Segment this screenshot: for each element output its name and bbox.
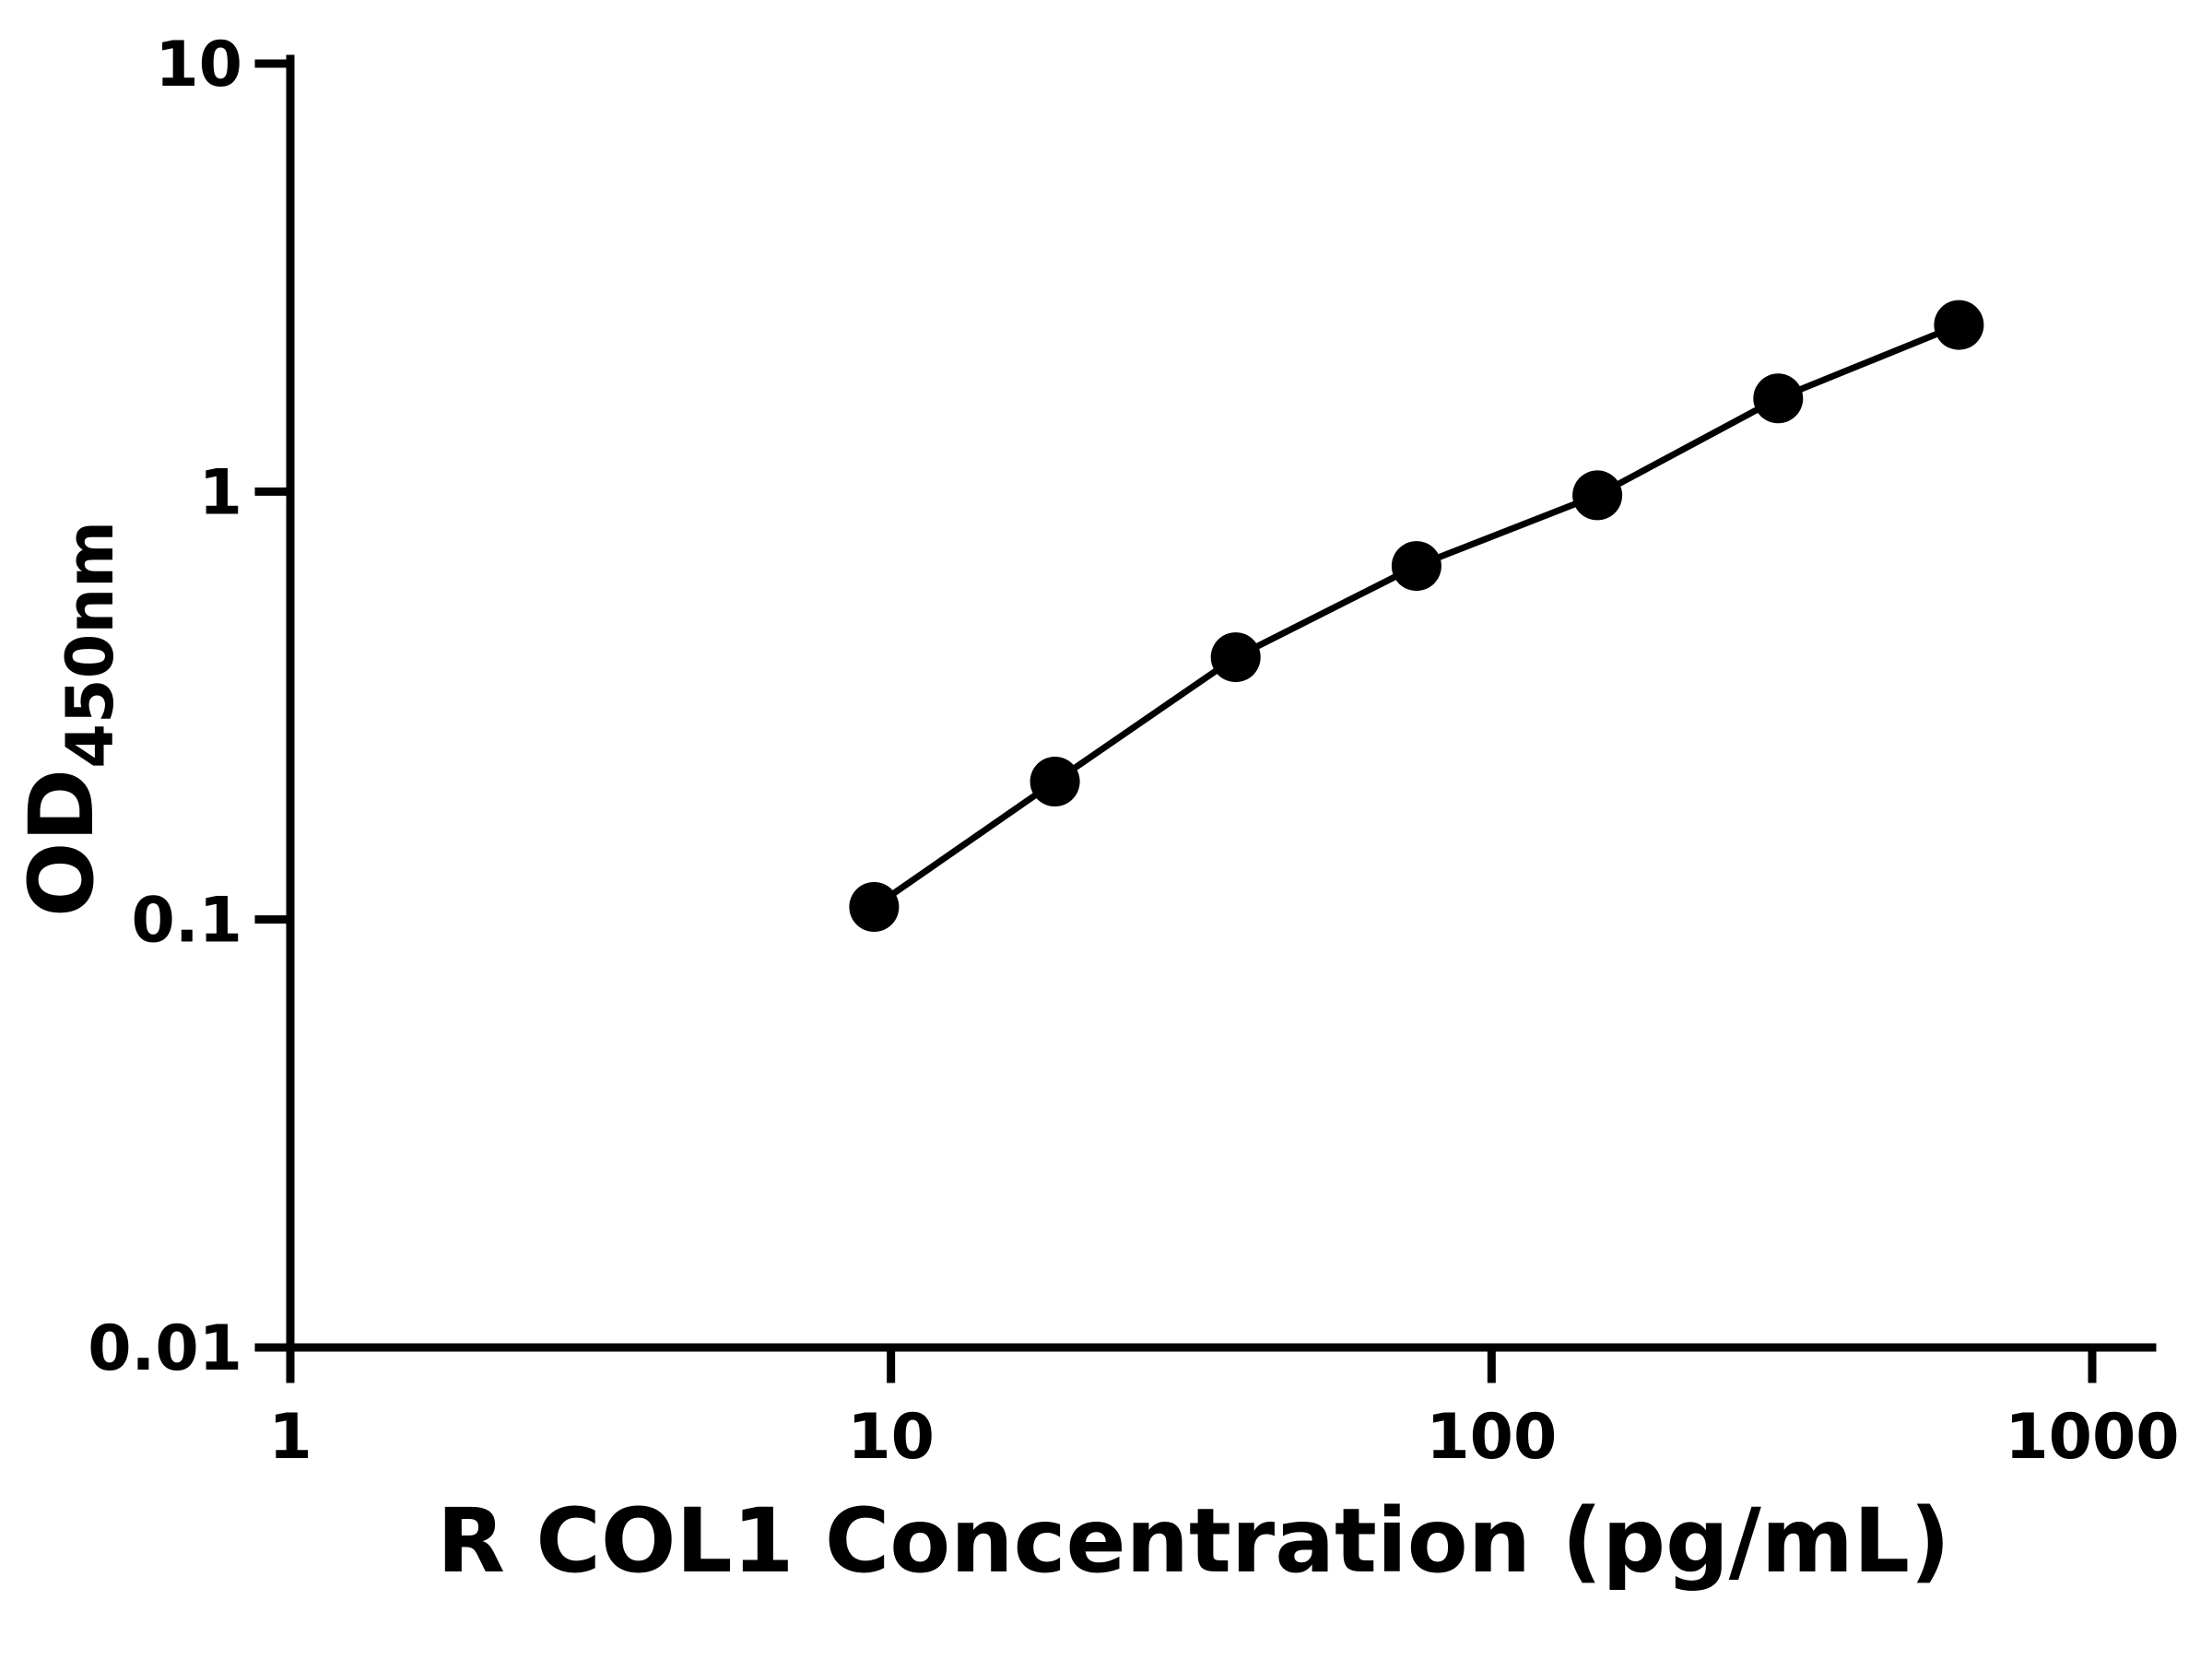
y-tick-label: 10 — [155, 29, 242, 101]
y-tick-label: 0.01 — [88, 1312, 242, 1385]
x-tick-label: 1 — [268, 1401, 312, 1474]
tick-marks — [254, 59, 2097, 1383]
axes — [286, 54, 2157, 1352]
data-point — [849, 882, 900, 932]
x-tick-label: 10 — [847, 1401, 935, 1474]
data-point — [1391, 541, 1441, 592]
data-point — [1030, 757, 1080, 806]
data-point — [1572, 470, 1623, 521]
y-axis-title-main: OD — [10, 769, 113, 917]
y-tick-label: 1 — [199, 456, 242, 529]
y-axis-title-subscript: 450nm — [53, 521, 128, 769]
data-series — [849, 300, 1984, 932]
y-axis-title: OD450nm — [10, 521, 128, 917]
data-point — [1934, 300, 1984, 350]
x-axis-title: R COL1 Concentration (pg/mL) — [437, 1489, 1950, 1593]
x-tick-label: 100 — [1426, 1401, 1557, 1474]
data-point — [1210, 632, 1261, 683]
tick-labels: 1 10 100 1000 0.01 0.1 1 10 — [88, 29, 2179, 1474]
y-tick-label: 0.1 — [132, 885, 242, 958]
x-tick-label: 1000 — [2005, 1401, 2179, 1474]
data-point — [1753, 373, 1804, 424]
